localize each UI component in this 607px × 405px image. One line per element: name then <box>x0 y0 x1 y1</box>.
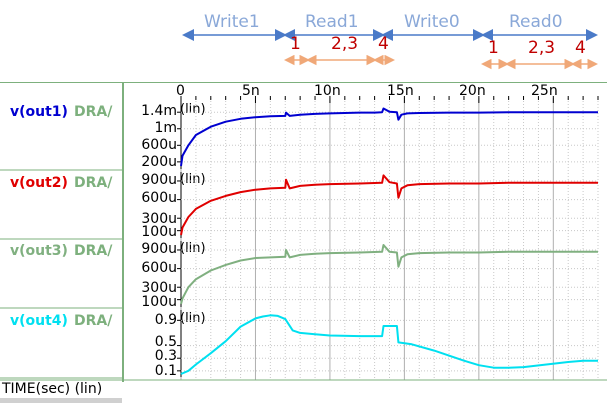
x-tick-label: 15n <box>387 83 414 99</box>
trace-name: v(out3) <box>10 243 68 259</box>
y-tick-label: 200u <box>141 154 177 170</box>
x-tick-label: 10n <box>314 83 341 99</box>
x-tick-label: 20n <box>459 83 486 99</box>
timing-annotation <box>182 29 598 70</box>
trace-label-out4[interactable]: v(out4) DRA/ <box>10 310 112 329</box>
phase-label-read1: Read1 <box>305 12 359 32</box>
phase-label-write1: Write1 <box>204 12 260 32</box>
read1-step-label: 1 <box>290 34 301 54</box>
waveform-v-out2 <box>180 174 598 236</box>
waveform-v-out3 <box>180 244 598 305</box>
trace-name: v(out4) <box>10 313 68 329</box>
x-tick-label: 0 <box>176 83 185 99</box>
x-axis-label: TIME(sec) (lin) <box>2 381 103 397</box>
y-tick-label: 0.9 <box>154 312 177 328</box>
y-tick-label: 600u <box>141 137 177 153</box>
panel-scale-note: (lin) <box>180 102 206 117</box>
trace-label-out1[interactable]: v(out1) DRA/ <box>10 101 112 120</box>
y-tick-label: 100u <box>141 294 177 310</box>
trace-name: v(out2) <box>10 175 68 191</box>
y-tick-label: 0.3 <box>154 348 177 364</box>
horizontal-scrollbar[interactable] <box>0 398 122 403</box>
read0-step-label: 4 <box>575 38 586 58</box>
panel-scale-note: (lin) <box>180 241 206 256</box>
trace-label-out2[interactable]: v(out2) DRA/ <box>10 172 112 191</box>
x-tick-label: 5n <box>242 83 260 99</box>
read1-step-label: 4 <box>378 34 389 54</box>
trace-suffix: DRA/ <box>73 175 113 191</box>
y-tick-label: 0.1 <box>154 363 177 379</box>
panel-scale-note: (lin) <box>180 172 206 187</box>
read0-step-label: 1 <box>488 38 499 58</box>
y-tick-label: 600u <box>141 260 177 276</box>
waveform-v-out4 <box>180 314 598 375</box>
phase-label-read0: Read0 <box>509 12 563 32</box>
y-tick-label: 600u <box>141 190 177 206</box>
trace-suffix: DRA/ <box>73 313 113 329</box>
x-tick-label: 25n <box>531 83 558 99</box>
y-tick-label: 300u <box>141 211 177 227</box>
phase-label-write0: Write0 <box>404 12 460 32</box>
label-column-divider <box>122 82 124 382</box>
read1-step-label: 2,3 <box>331 34 359 54</box>
trace-label-out3[interactable]: v(out3) DRA/ <box>10 240 112 259</box>
trace-name: v(out1) <box>10 104 68 120</box>
trace-suffix: DRA/ <box>73 243 113 259</box>
panel-scale-note: (lin) <box>180 311 206 326</box>
y-tick-label: 0.5 <box>154 334 177 350</box>
y-tick-label: 1.4m <box>141 103 177 119</box>
y-tick-label: 100u <box>141 224 177 240</box>
read0-step-label: 2,3 <box>528 38 556 58</box>
waveform-v-out1 <box>180 107 598 167</box>
y-tick-label: 300u <box>141 280 177 296</box>
plot-top-border <box>0 82 607 83</box>
y-tick-label: 900u <box>141 172 177 188</box>
y-tick-label: 900u <box>141 241 177 257</box>
y-tick-label: 1m <box>154 120 177 136</box>
trace-suffix: DRA/ <box>73 104 113 120</box>
